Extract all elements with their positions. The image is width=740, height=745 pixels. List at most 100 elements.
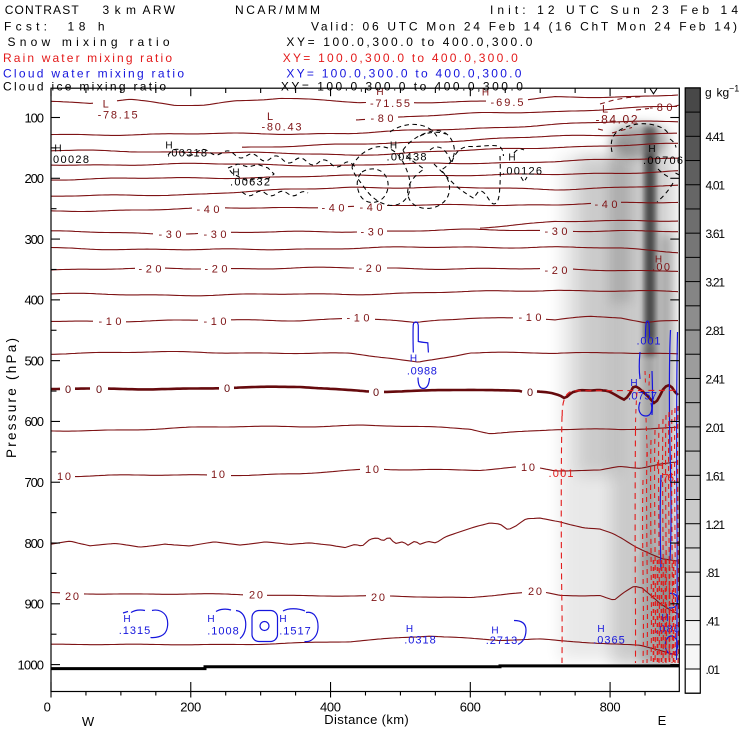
svg-text:-40: -40 bbox=[322, 203, 345, 215]
svg-text:H: H bbox=[491, 626, 498, 637]
svg-text:300: 300 bbox=[25, 232, 45, 247]
svg-text:g: g bbox=[705, 86, 712, 100]
svg-text:-80: -80 bbox=[371, 113, 394, 125]
svg-text:600: 600 bbox=[460, 699, 481, 714]
svg-text:.00632: .00632 bbox=[230, 177, 270, 189]
svg-text:3.21: 3.21 bbox=[706, 275, 726, 289]
svg-text:.001: .001 bbox=[637, 336, 661, 348]
svg-text:CONTRAST: CONTRAST bbox=[5, 3, 80, 17]
svg-text:E: E bbox=[658, 713, 667, 728]
svg-text:.00126: .00126 bbox=[502, 166, 542, 178]
svg-text:900: 900 bbox=[25, 597, 45, 612]
svg-text:0: 0 bbox=[96, 384, 102, 396]
svg-text:.0365: .0365 bbox=[593, 635, 625, 647]
svg-text:.1517: .1517 bbox=[279, 626, 311, 638]
svg-text:H: H bbox=[232, 168, 239, 179]
svg-text:Cloud ice mixing ratio: Cloud ice mixing ratio bbox=[3, 80, 166, 94]
svg-text:0: 0 bbox=[44, 699, 51, 714]
svg-text:L: L bbox=[602, 104, 608, 116]
svg-text:H: H bbox=[410, 354, 417, 365]
svg-text:200: 200 bbox=[25, 171, 45, 186]
svg-text:20: 20 bbox=[65, 591, 79, 603]
svg-text:.00438: .00438 bbox=[387, 152, 427, 164]
svg-text:10: 10 bbox=[211, 469, 225, 481]
svg-text:-20: -20 bbox=[545, 265, 568, 277]
svg-text:.0988: .0988 bbox=[407, 365, 437, 377]
svg-text:0: 0 bbox=[373, 387, 379, 399]
svg-text:−1: −1 bbox=[729, 84, 739, 94]
svg-text:Fcst:: Fcst: bbox=[4, 19, 47, 33]
svg-text:1.21: 1.21 bbox=[706, 518, 726, 532]
svg-text:10: 10 bbox=[57, 471, 71, 483]
svg-text:-10: -10 bbox=[519, 312, 542, 324]
svg-text:-30: -30 bbox=[545, 226, 568, 238]
svg-text:2.81: 2.81 bbox=[706, 324, 726, 338]
svg-text:.0318: .0318 bbox=[404, 635, 436, 647]
svg-text:0: 0 bbox=[527, 387, 533, 399]
svg-text:Valid: 06 UTC Mon 24 Feb 14 (1: Valid: 06 UTC Mon 24 Feb 14 (16 ChT Mon … bbox=[311, 19, 737, 33]
svg-text:H: H bbox=[390, 141, 397, 152]
svg-text:H: H bbox=[165, 141, 172, 152]
svg-text:H: H bbox=[123, 614, 130, 625]
svg-text:-40: -40 bbox=[197, 204, 220, 216]
svg-text:H: H bbox=[508, 153, 515, 164]
svg-text:400: 400 bbox=[320, 699, 341, 714]
svg-text:XY= 100.0,300.0 to 400.0,300.: XY= 100.0,300.0 to 400.0,300.0 bbox=[286, 35, 532, 49]
svg-text:-10: -10 bbox=[347, 313, 370, 325]
svg-text:.01: .01 bbox=[706, 663, 721, 677]
svg-text:-20: -20 bbox=[139, 264, 162, 276]
svg-text:800: 800 bbox=[600, 699, 621, 714]
svg-text:W: W bbox=[82, 714, 95, 729]
svg-text:800: 800 bbox=[25, 536, 45, 551]
svg-text:.0757: .0757 bbox=[628, 390, 657, 402]
svg-text:H: H bbox=[406, 624, 413, 635]
svg-text:2.01: 2.01 bbox=[706, 421, 726, 435]
svg-text:0: 0 bbox=[224, 383, 230, 395]
svg-text:-30: -30 bbox=[159, 229, 182, 241]
svg-text:4.41: 4.41 bbox=[706, 130, 726, 144]
svg-text:100: 100 bbox=[25, 110, 45, 125]
svg-text:400: 400 bbox=[25, 293, 45, 308]
svg-text:2.41: 2.41 bbox=[706, 372, 726, 386]
svg-text:H: H bbox=[207, 614, 214, 625]
svg-text:-30: -30 bbox=[361, 227, 384, 239]
svg-text:200: 200 bbox=[180, 699, 201, 714]
svg-text:-80: -80 bbox=[650, 102, 673, 114]
svg-text:-40: -40 bbox=[360, 202, 383, 214]
svg-text:.2713: .2713 bbox=[486, 635, 518, 647]
svg-text:Rain water mixing ratio: Rain water mixing ratio bbox=[3, 51, 172, 65]
svg-text:L: L bbox=[103, 98, 109, 110]
svg-text:-30: -30 bbox=[204, 229, 227, 241]
svg-text:.00: .00 bbox=[652, 262, 670, 274]
svg-text:1.61: 1.61 bbox=[706, 469, 726, 483]
svg-text:Snow mixing ratio: Snow mixing ratio bbox=[8, 35, 170, 49]
svg-text:L: L bbox=[267, 111, 273, 123]
svg-text:3km: 3km bbox=[103, 3, 137, 17]
svg-text:-84.02: -84.02 bbox=[596, 113, 638, 127]
svg-text:Cloud water mixing ratio: Cloud water mixing ratio bbox=[3, 67, 184, 81]
svg-text:.81: .81 bbox=[706, 566, 721, 580]
svg-text:00028: 00028 bbox=[53, 154, 89, 166]
svg-text:ARW: ARW bbox=[143, 3, 176, 17]
svg-text:H: H bbox=[54, 144, 61, 155]
svg-text:kg: kg bbox=[717, 86, 730, 100]
svg-text:-10: -10 bbox=[204, 316, 227, 328]
svg-text:H: H bbox=[648, 144, 655, 155]
svg-text:4.01: 4.01 bbox=[706, 179, 726, 193]
svg-text:700: 700 bbox=[25, 475, 45, 490]
svg-text:1000: 1000 bbox=[18, 657, 45, 672]
svg-text:.41: .41 bbox=[706, 615, 721, 629]
svg-text:600: 600 bbox=[25, 414, 45, 429]
svg-text:Distance (km): Distance (km) bbox=[324, 712, 409, 727]
svg-text:H: H bbox=[597, 624, 604, 635]
svg-text:XY= 100.0,300.0 to 400.0,300.0: XY= 100.0,300.0 to 400.0,300.0 bbox=[281, 80, 523, 94]
svg-text:20: 20 bbox=[528, 586, 542, 598]
svg-text:.00318: .00318 bbox=[167, 148, 207, 160]
svg-text:-69.5: -69.5 bbox=[491, 97, 524, 109]
svg-text:20: 20 bbox=[249, 590, 263, 602]
svg-text:0: 0 bbox=[65, 384, 71, 396]
svg-text:.1315: .1315 bbox=[119, 625, 151, 637]
svg-text:-40: -40 bbox=[595, 199, 618, 211]
svg-text:H: H bbox=[655, 255, 662, 266]
svg-text:H: H bbox=[376, 87, 383, 98]
